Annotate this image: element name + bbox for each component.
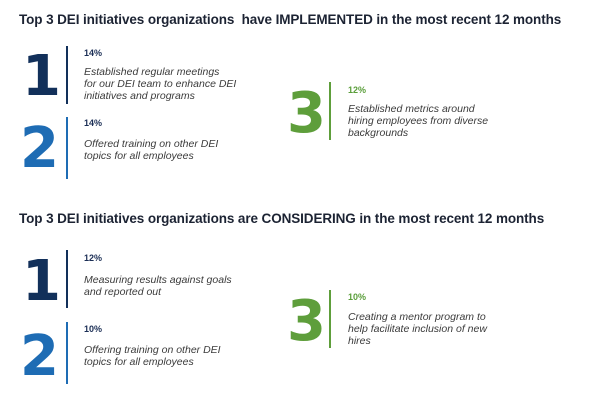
divider-bar [66,250,68,308]
initiative-text: Offered training on other DEI topics for… [84,138,219,162]
initiative-text: Offering training on other DEI topics fo… [84,344,221,368]
considering-heading: Top 3 DEI initiatives organizations are … [19,211,545,226]
rank-number: 1 [22,249,61,314]
rank-number: 2 [20,116,59,181]
rank-number: 1 [22,44,61,109]
percent-value: 10% [348,292,367,302]
percent-value: 12% [348,85,367,95]
percent-value: 10% [84,324,103,334]
divider-bar [329,290,331,348]
initiative-text: Established regular meetings for our DEI… [84,66,237,102]
percent-value: 12% [84,253,103,263]
divider-bar [66,322,68,384]
divider-bar [329,82,331,140]
divider-bar [66,117,68,179]
initiative-text: Creating a mentor program to help facili… [348,311,487,347]
implemented-heading: Top 3 DEI initiatives organizations have… [19,12,562,27]
rank-number: 3 [287,289,326,354]
percent-value: 14% [84,48,103,58]
rank-number: 3 [287,81,326,146]
rank-number: 2 [20,324,59,389]
percent-value: 14% [84,118,103,128]
initiative-text: Established metrics around hiring employ… [348,103,489,139]
initiative-text: Measuring results against goals and repo… [84,274,232,298]
divider-bar [66,46,68,104]
